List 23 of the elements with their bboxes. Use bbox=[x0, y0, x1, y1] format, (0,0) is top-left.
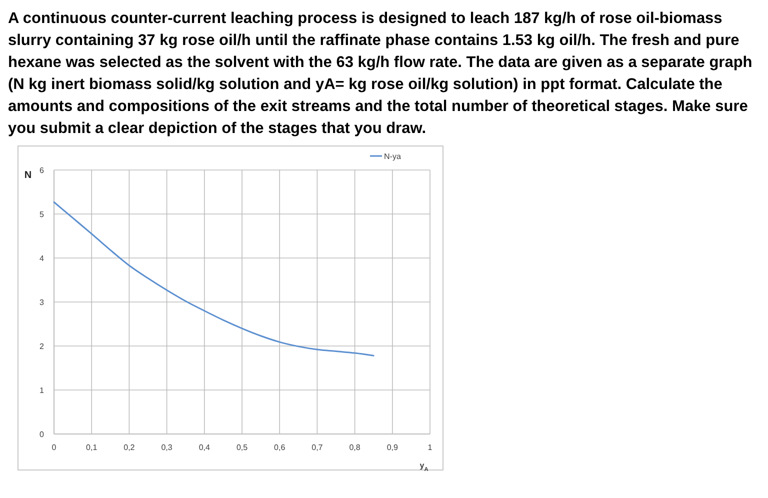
x-tick-label: 0,7 bbox=[312, 443, 324, 452]
legend-label: N-ya bbox=[384, 152, 402, 161]
y-tick-label: 3 bbox=[40, 298, 45, 307]
y-axis-title: N bbox=[24, 170, 32, 181]
line-series bbox=[53, 201, 374, 356]
x-tick-label: 1 bbox=[428, 443, 433, 452]
x-tick-label: 0,4 bbox=[198, 443, 211, 452]
y-tick-label: 6 bbox=[40, 166, 45, 175]
x-tick-label: 0,9 bbox=[386, 443, 399, 452]
y-tick-label: 2 bbox=[40, 342, 45, 351]
x-axis-title: y$_{A}$ bbox=[420, 461, 428, 473]
y-tick-label: 1 bbox=[40, 386, 45, 395]
x-tick-label: 0,8 bbox=[349, 443, 361, 452]
x-tick-label: 0,6 bbox=[274, 443, 286, 452]
x-tick-label: 0,2 bbox=[124, 443, 136, 452]
x-tick-label: 0,1 bbox=[86, 443, 98, 452]
y-tick-label: 0 bbox=[40, 430, 45, 439]
y-tick-label: 4 bbox=[40, 254, 45, 263]
x-tick-label: 0 bbox=[52, 443, 57, 452]
chart-title: A continuous counter-current leaching process is designed to leach 187 kg/h of rose oil-biomass slurry containing 37 kg rose oil/h until the raffinate phase contains 1.53 kg oil/h. The fresh and pure hexane was selected as the solvent with the 63 kg/h flow rate. The data are given as a separate graph (N kg inert biomass solid/kg solution and yA= kg rose oil/kg solution) in ppt format. Calculate the amounts and compositions of the exit streams and the total number of theoretical stages. Make sure you submit a clear depiction of the stages that you draw. bbox=[8, 9, 754, 139]
x-tick-label: 0,5 bbox=[236, 443, 248, 452]
x-tick-label: 0,3 bbox=[161, 443, 173, 452]
y-tick-label: 5 bbox=[40, 210, 45, 219]
